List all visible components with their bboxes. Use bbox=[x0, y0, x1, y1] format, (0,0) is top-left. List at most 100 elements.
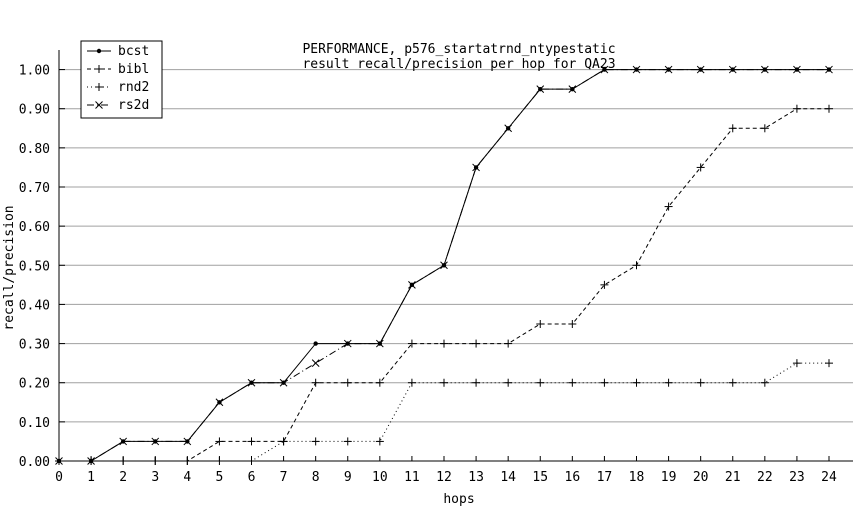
x-tick-label: 16 bbox=[565, 470, 581, 485]
data-point bbox=[600, 378, 609, 387]
x-tick-label: 4 bbox=[183, 470, 191, 485]
series-line-rnd2 bbox=[59, 362, 829, 462]
x-tick-label: 11 bbox=[404, 470, 420, 485]
data-point bbox=[728, 65, 737, 74]
data-point-mark bbox=[793, 65, 801, 74]
data-point bbox=[696, 378, 705, 387]
data-point bbox=[568, 378, 577, 387]
data-point bbox=[95, 101, 103, 109]
legend-entry-bcst: bcst bbox=[87, 44, 149, 59]
data-point-mark bbox=[95, 101, 103, 109]
x-tick-label: 19 bbox=[661, 470, 677, 485]
data-point-mark bbox=[664, 65, 673, 74]
y-axis-label: recall/precision bbox=[2, 205, 17, 330]
data-point-mark bbox=[119, 437, 128, 446]
axes bbox=[58, 50, 853, 462]
data-point-mark bbox=[760, 65, 769, 74]
data-point-mark bbox=[440, 261, 448, 270]
y-tick-label: 1.00 bbox=[19, 64, 50, 79]
data-point bbox=[664, 65, 673, 74]
legend-label: bibl bbox=[118, 62, 149, 77]
legend: bcst bibl rnd2 rs2d bbox=[80, 40, 163, 119]
grid-lines bbox=[59, 69, 853, 423]
x-tick-label: 22 bbox=[757, 470, 773, 485]
chart-title-line-1: PERFORMANCE, p576_startatrnd_ntypestatic bbox=[302, 42, 615, 57]
x-tick-label: 21 bbox=[725, 470, 741, 485]
data-point bbox=[472, 378, 481, 387]
x-tick-label: 24 bbox=[821, 470, 837, 485]
data-point bbox=[792, 104, 801, 113]
data-point-mark bbox=[151, 437, 160, 446]
data-point bbox=[247, 437, 256, 446]
data-point bbox=[375, 339, 384, 348]
data-point bbox=[793, 65, 801, 74]
data-point bbox=[632, 261, 641, 270]
data-point bbox=[183, 437, 192, 446]
legend-entry-bibl: bibl bbox=[87, 62, 149, 77]
y-tick-label: 0.90 bbox=[19, 103, 50, 118]
data-point bbox=[279, 378, 288, 387]
data-point bbox=[632, 65, 641, 74]
data-point bbox=[440, 339, 448, 348]
series-rs2d bbox=[55, 65, 833, 465]
data-point bbox=[472, 163, 480, 172]
series-line-bibl bbox=[59, 108, 829, 462]
series-bibl bbox=[55, 104, 833, 465]
data-point bbox=[696, 65, 705, 74]
x-tick-label: 23 bbox=[789, 470, 805, 485]
data-point bbox=[311, 437, 320, 446]
data-point-mark bbox=[472, 163, 480, 172]
x-tick-label: 13 bbox=[468, 470, 484, 485]
data-point bbox=[536, 320, 545, 328]
data-point bbox=[313, 341, 318, 346]
y-tick-label: 0.60 bbox=[19, 220, 50, 235]
data-point-mark bbox=[825, 65, 833, 74]
data-point-mark bbox=[279, 378, 288, 387]
data-point bbox=[568, 320, 577, 328]
data-point bbox=[664, 378, 673, 387]
data-point-mark bbox=[247, 378, 256, 387]
data-point bbox=[119, 437, 128, 446]
data-point-mark bbox=[696, 65, 705, 74]
series-rnd2 bbox=[55, 359, 833, 465]
data-point bbox=[504, 378, 513, 387]
tick-labels: 0.00 0.10 0.20 0.30 0.40 0.50 0.60 0.70 0.80 0.90… bbox=[19, 64, 837, 485]
data-point bbox=[247, 378, 256, 387]
y-tick-label: 0.70 bbox=[19, 181, 50, 196]
data-point bbox=[279, 437, 288, 446]
data-point bbox=[375, 437, 384, 446]
data-point bbox=[407, 378, 416, 387]
data-point-mark bbox=[343, 339, 352, 348]
x-tick-label: 2 bbox=[119, 470, 127, 485]
data-point bbox=[760, 378, 769, 387]
data-point-mark bbox=[728, 65, 737, 74]
data-point bbox=[215, 398, 224, 407]
data-point bbox=[536, 85, 545, 93]
data-point bbox=[311, 359, 320, 367]
y-tick-label: 0.40 bbox=[19, 298, 50, 313]
y-tick-label: 0.30 bbox=[19, 338, 50, 353]
data-point-mark bbox=[375, 339, 384, 348]
data-point bbox=[440, 378, 448, 387]
data-point bbox=[95, 83, 103, 91]
data-point bbox=[95, 65, 103, 73]
y-tick-label: 0.10 bbox=[19, 416, 50, 431]
data-point-mark bbox=[632, 65, 641, 74]
legend-label: rnd2 bbox=[118, 80, 149, 95]
data-point-mark bbox=[568, 85, 577, 93]
data-point-mark bbox=[600, 65, 609, 74]
data-point bbox=[696, 163, 705, 172]
data-point bbox=[311, 378, 320, 387]
data-point bbox=[825, 104, 833, 113]
data-point bbox=[760, 124, 769, 133]
legend-entry-rnd2: rnd2 bbox=[87, 80, 149, 95]
data-point bbox=[600, 280, 609, 289]
data-point bbox=[632, 378, 641, 387]
legend-entry-rs2d: rs2d bbox=[87, 98, 149, 113]
chart-title-line-2: result recall/precision per hop for QA23 bbox=[302, 57, 615, 72]
data-point bbox=[664, 202, 673, 211]
legend-label: bcst bbox=[118, 44, 149, 59]
data-point-mark bbox=[183, 437, 192, 446]
x-tick-label: 20 bbox=[693, 470, 709, 485]
